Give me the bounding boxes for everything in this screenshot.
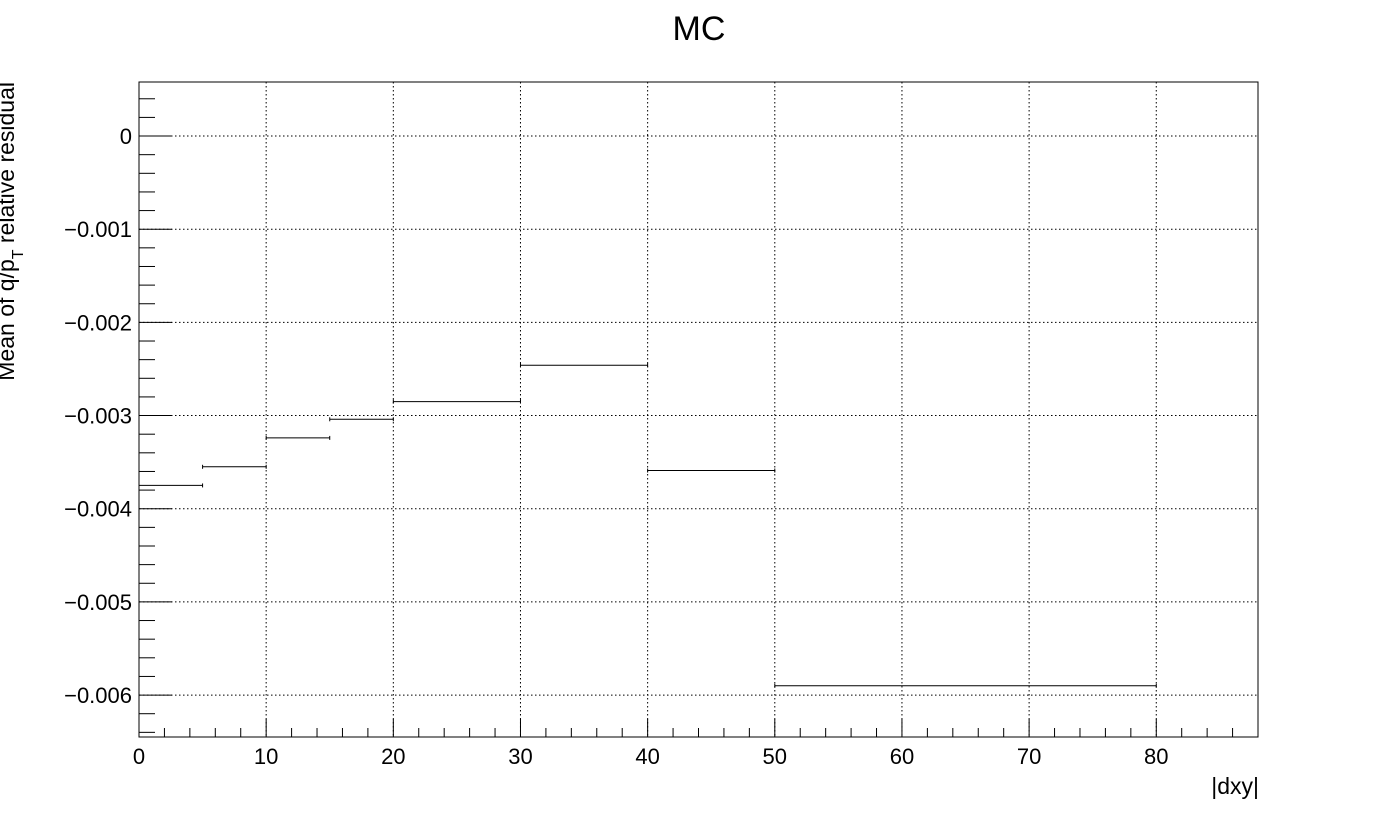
y-tick-label: −0.004 [64,497,132,522]
plot-frame [138,81,1259,738]
x-tick-label: 0 [133,744,145,769]
x-tick-label: 50 [763,744,787,769]
y-tick-label: −0.002 [64,310,132,335]
y-tick-label: −0.003 [64,404,132,429]
axis-ticks [138,98,1259,737]
x-tick-label: 70 [1017,744,1041,769]
x-tick-label: 40 [635,744,659,769]
x-tick-label: 20 [381,744,405,769]
y-tick-label: −0.001 [64,217,132,242]
grid-lines [139,82,1258,737]
y-axis-label-subscript: T [10,249,27,259]
y-tick-label: −0.005 [64,590,132,615]
histogram-bins [138,363,1157,688]
tick-labels: 0 10 20 30 40 50 60 70 80 0 −0.001 −0.002 −0.003 −0.0… [64,124,1168,769]
y-tick-label: −0.006 [64,683,132,708]
chart-title: MC [673,10,726,48]
x-tick-label: 10 [254,744,278,769]
y-tick-label: 0 [120,124,132,149]
y-axis-label-prefix: Mean of q/p [0,259,19,380]
x-tick-label: 60 [890,744,914,769]
x-axis-label: |dxy| [1211,773,1259,799]
y-axis-label: Mean of q/pT relative residual [0,82,27,381]
y-axis-label-suffix: relative residual [0,82,19,249]
x-tick-label: 30 [508,744,532,769]
x-tick-label: 80 [1144,744,1168,769]
